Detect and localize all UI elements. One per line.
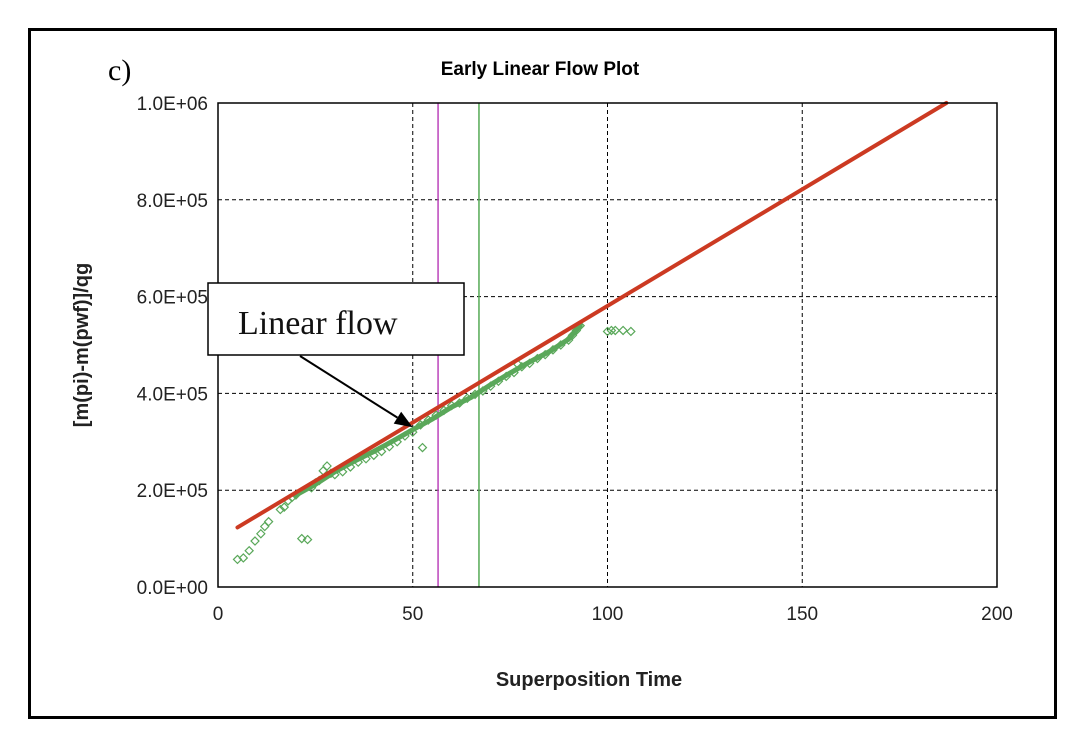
x-tick-label: 150 <box>786 604 818 625</box>
data-point <box>238 553 249 563</box>
data-point <box>302 534 313 545</box>
y-axis-label: [m(pi)-m(pwf)]/qg <box>71 263 93 427</box>
x-axis-label: Superposition Time <box>496 669 682 691</box>
x-tick-label: 200 <box>981 604 1013 625</box>
linear-flow-data-line <box>293 323 583 498</box>
data-point <box>296 533 307 544</box>
data-series <box>232 101 949 587</box>
data-point <box>279 502 290 512</box>
data-point <box>602 326 613 337</box>
data-point <box>322 461 332 471</box>
y-tick-label: 6.0E+05 <box>137 288 208 309</box>
panel-label: c) <box>108 54 131 87</box>
y-tick-label: 0.0E+00 <box>137 578 208 599</box>
data-point <box>610 325 621 336</box>
data-point <box>626 326 636 337</box>
x-tick-label: 50 <box>402 604 423 625</box>
y-tick-label: 2.0E+05 <box>137 481 208 502</box>
linear-fit-line <box>235 101 949 530</box>
figure-frame <box>28 28 1057 719</box>
chart-title: Early Linear Flow Plot <box>441 59 640 80</box>
data-point <box>263 516 274 527</box>
annotation-arrow <box>299 355 398 419</box>
y-tick-labels: 0.0E+00 2.0E+05 4.0E+05 6.0E+05 8.0E+05 1.0E+… <box>137 94 208 599</box>
y-tick-label: 8.0E+05 <box>137 191 208 212</box>
annotation-label: Linear flow <box>238 305 398 342</box>
y-tick-label: 1.0E+06 <box>137 94 208 115</box>
annotation-box <box>207 282 465 356</box>
annotation: Linear flow <box>207 282 465 428</box>
data-point <box>275 504 286 515</box>
data-point <box>606 325 617 336</box>
data-point <box>259 521 270 532</box>
data-point <box>255 528 266 539</box>
annotation-arrowhead <box>393 411 413 428</box>
x-tick-label: 0 <box>213 604 224 625</box>
data-point <box>417 442 428 453</box>
y-tick-label: 4.0E+05 <box>137 384 208 405</box>
x-tick-labels: 0 50 100 150 200 <box>213 604 1013 625</box>
data-point <box>250 536 260 546</box>
x-tick-label: 100 <box>592 604 624 625</box>
data-point <box>618 325 628 336</box>
data-point <box>244 545 255 556</box>
